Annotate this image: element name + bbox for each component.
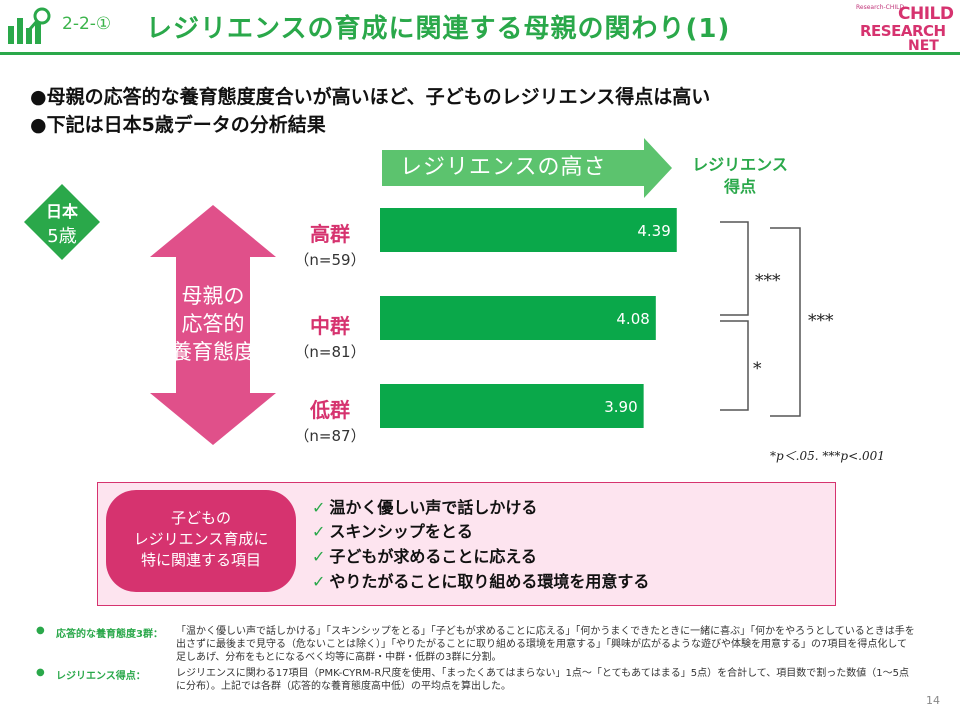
pill-line-1: 子どもの	[170, 509, 231, 527]
significance-note: *p＜.05. ***p<.001	[770, 449, 885, 463]
slide-number: 2-2-①	[62, 14, 112, 34]
key-item: ✓ スキンシップをとる	[312, 518, 473, 542]
resilience-arrow	[382, 138, 672, 198]
footnote-text: 「温かく優しい声で話しかける」「スキンシップをとる」「子どもが求めることに応える…	[176, 626, 915, 663]
footnote-label: レジリエンス得点：	[56, 671, 146, 682]
group-n: （n=87）	[294, 427, 366, 445]
key-item-text: 子どもが求めることに応える	[329, 547, 537, 566]
checkmark-icon: ✓	[312, 498, 326, 517]
brand-tagline: Research-CHILD	[856, 4, 905, 11]
significance-label: ***	[755, 271, 781, 291]
group-label-low: 低群 （n=87）	[290, 394, 370, 446]
key-item-text: スキンシップをとる	[329, 522, 473, 541]
bar-chart: 4.394.083.90*******	[380, 208, 834, 428]
header-divider	[0, 52, 960, 55]
group-name: 高群	[310, 222, 350, 246]
group-name: 低群	[310, 398, 350, 422]
brand-line-3: NET	[908, 38, 939, 54]
bar-0	[380, 208, 677, 252]
score-header-line-2: 得点	[723, 177, 756, 196]
double-arrow-line-2: 応答的	[181, 312, 245, 336]
group-n: （n=59）	[294, 251, 366, 269]
double-arrow-icon	[150, 205, 276, 445]
footnote-bullet: ●	[36, 667, 45, 678]
score-header-line-1: レジリエンス	[692, 155, 788, 174]
key-item-text: やりたがることに取り組める環境を用意する	[329, 572, 650, 591]
double-arrow-line-3: 養育態度	[171, 340, 255, 364]
bullet-point: ●下記は日本5歳データの分析結果	[30, 114, 326, 136]
checkmark-icon: ✓	[312, 547, 326, 566]
significance-label: *	[753, 359, 762, 379]
footnote-label: 応答的な養育態度3群：	[56, 629, 163, 640]
footnote-text: レジリエンスに関わる17項目（PMK-CYRM-R尺度を使用、「まったくあてはま…	[176, 668, 909, 692]
footnote-bullet: ●	[36, 625, 45, 636]
page-title: レジリエンスの育成に関連する母親の関わり(1)	[146, 14, 731, 44]
bar-value-label: 4.08	[616, 310, 649, 328]
bar-2	[380, 384, 644, 428]
key-items-pill-label: 子どもの レジリエンス育成に 特に関連する項目	[106, 508, 296, 571]
key-item-text: 温かく優しい声で話しかける	[329, 498, 538, 517]
pill-line-2: レジリエンス育成に	[133, 530, 269, 548]
group-label-mid: 中群 （n=81）	[290, 310, 370, 362]
bar-1	[380, 296, 656, 340]
badge-age: 5歳	[47, 226, 77, 247]
group-n: （n=81）	[294, 343, 366, 361]
checkmark-icon: ✓	[312, 572, 326, 591]
bar-value-label: 3.90	[604, 398, 637, 416]
bullet-point: ●母親の応答的な養育態度度合いが高いほど、子どものレジリエンス得点は高い	[30, 86, 711, 108]
checkmark-icon: ✓	[312, 522, 326, 541]
key-item: ✓ 温かく優しい声で話しかける	[312, 494, 537, 518]
bar-chart-magnifier-icon	[8, 7, 51, 44]
bar-value-label: 4.39	[637, 222, 670, 240]
group-label-high: 高群 （n=59）	[290, 218, 370, 270]
key-item: ✓ やりたがることに取り組める環境を用意する	[312, 568, 649, 592]
country-age-badge	[24, 184, 100, 260]
score-header: レジリエンス 得点	[670, 154, 810, 198]
double-arrow-line-1: 母親の	[181, 284, 245, 308]
page-number: 14	[926, 694, 940, 707]
pill-line-3: 特に関連する項目	[140, 551, 261, 569]
brand-line-2: RESEARCH	[860, 22, 946, 40]
bracket-high-mid	[720, 221, 749, 316]
key-item: ✓ 子どもが求めることに応える	[312, 543, 537, 567]
key-items-pill	[106, 490, 296, 592]
brand-logo: Research-CHILD CHILD RESEARCH NET	[850, 2, 954, 54]
significance-label: ***	[808, 311, 834, 331]
arrow-label: レジリエンスの高さ	[400, 155, 607, 180]
double-arrow-label: 母親の 応答的 養育態度	[160, 282, 266, 366]
badge-country: 日本	[45, 202, 78, 221]
group-name: 中群	[310, 314, 350, 338]
bracket-high-low	[770, 227, 801, 417]
bracket-mid-low	[720, 320, 749, 411]
brand-line-1: CHILD	[898, 4, 954, 24]
